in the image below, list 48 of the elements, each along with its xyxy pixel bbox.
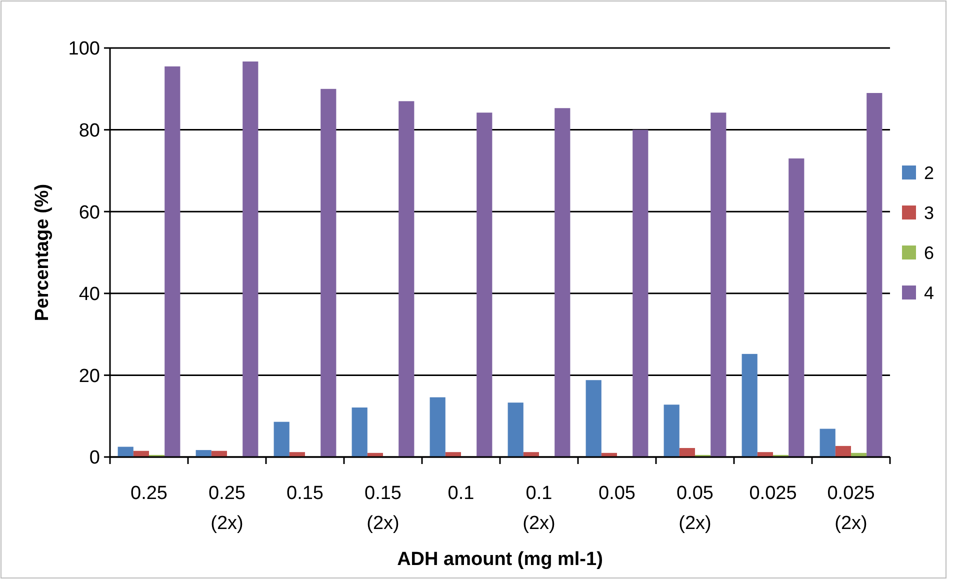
y-tick-label: 20 [78,366,100,387]
x-tick-label: 0.1 [448,483,474,504]
bar [710,112,726,457]
y-tick-label: 40 [78,284,100,306]
x-tick-label: 0.025 [749,483,797,504]
bar [196,450,212,457]
bar [352,408,368,457]
bar [445,452,461,457]
bar [586,380,602,457]
legend-label: 3 [924,202,934,223]
bar [398,101,414,457]
x-tick-label: 0.25 [130,483,168,504]
bar [320,88,336,457]
bar [164,66,180,457]
x-tick-label: 0.1 (2x) [522,483,556,534]
legend-label: 6 [924,242,934,263]
bar [430,397,446,457]
x-tick-label: 0.025 (2x) [827,483,875,534]
y-tick-label: 0 [89,448,100,469]
bar [242,61,258,457]
bar [289,452,305,457]
bar [274,422,290,457]
bar [679,448,695,457]
bar [508,402,524,457]
bar [632,130,648,457]
y-tick-label: 60 [78,202,100,224]
x-tick-label: 0.15 [286,483,324,504]
bar [820,428,836,457]
bar [118,446,134,457]
x-axis-title: ADH amount (mg ml-1) [397,549,603,570]
bar [757,452,773,457]
bar [554,108,570,457]
legend-label: 4 [924,282,934,303]
bar [476,112,492,457]
bar [835,446,851,457]
x-tick-label: 0.05 [598,483,636,504]
y-tick-label: 80 [78,120,100,142]
legend-label: 2 [924,162,934,183]
bar [664,404,680,457]
bar [866,92,882,457]
x-tick-label: 0.05 (2x) [676,483,714,534]
x-tick-label: 0.25 (2x) [208,483,246,534]
x-tick-label: 0.15 (2x) [364,483,402,534]
y-axis-title: Percentage (%) [32,184,53,322]
y-tick-label: 100 [68,38,100,60]
bar [523,452,539,457]
bar [742,354,758,457]
bar [788,158,804,457]
